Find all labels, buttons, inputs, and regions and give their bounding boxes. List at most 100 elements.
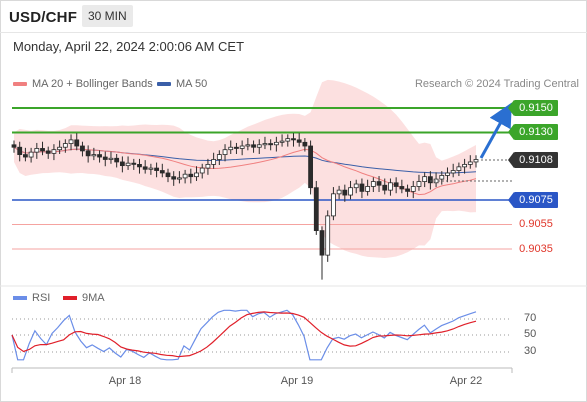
candle-body [456, 166, 462, 171]
candle-body [462, 163, 467, 168]
candle-body [279, 140, 285, 143]
candle-body [154, 167, 159, 171]
candle-body [80, 145, 85, 152]
candle-body [450, 170, 456, 174]
candle-body [348, 187, 353, 196]
rsi-ma-swatch [63, 296, 77, 301]
candle-body [125, 162, 131, 167]
candle-body [410, 186, 416, 192]
candle-body [268, 143, 274, 146]
candle-body [256, 144, 262, 148]
header-divider [0, 32, 587, 33]
candle-body [296, 139, 302, 143]
price-level-label-5: 0.9035 [519, 243, 553, 255]
timeframe-button[interactable]: 30 MIN [82, 5, 133, 27]
candle-body [319, 230, 325, 256]
candle-body [108, 157, 114, 160]
price-level-label-3: 0.9075 [508, 192, 558, 208]
rsi-level-70: 70 [524, 312, 537, 324]
candle-body [291, 138, 296, 141]
rsi-ma-label: 9MA [82, 292, 105, 304]
candle-body [473, 159, 479, 163]
candle-body [17, 146, 23, 155]
symbol-label: USD/CHF [9, 9, 78, 26]
forecast-arrow [479, 102, 512, 159]
rsi-line [11, 309, 477, 361]
ma20-label: MA 20 + Bollinger Bands [32, 78, 153, 90]
candle-body [439, 175, 445, 180]
x-label-apr19: Apr 19 [280, 375, 314, 387]
rsi-label: RSI [32, 292, 51, 304]
bollinger-band [14, 79, 476, 259]
candle-body [142, 166, 148, 170]
candle-body [245, 144, 251, 147]
chart-header: USD/CHF 30 MIN [0, 0, 587, 32]
candle-body [353, 183, 359, 189]
candle-body [467, 161, 473, 165]
x-label-apr22: Apr 22 [449, 375, 483, 387]
candle-body [376, 181, 382, 186]
candle-body [422, 176, 428, 182]
ma50-label: MA 50 [176, 78, 208, 90]
candle-body [74, 139, 80, 147]
candle-body [102, 156, 108, 160]
bollinger-fill [14, 79, 476, 259]
price-levels [12, 107, 512, 250]
candle-body [262, 143, 268, 146]
candle-body [211, 159, 217, 165]
candle-body [148, 167, 154, 170]
price-level-label-1: 0.9130 [508, 124, 558, 140]
candle-body [325, 215, 331, 256]
ma20-line [13, 146, 477, 196]
chart-datetime: Monday, April 22, 2024 2:00:06 AM CET [13, 39, 245, 54]
candle-body [119, 161, 125, 167]
candle-body [57, 146, 63, 151]
candle-body [228, 146, 234, 151]
price-level-label-2: 0.9108 [508, 152, 558, 168]
candle-body [165, 172, 171, 178]
price-level-label-0: 0.9150 [508, 100, 558, 116]
ma20-swatch [13, 82, 27, 87]
moving-averages [13, 146, 477, 196]
candle-body [91, 154, 97, 157]
ma50-swatch [157, 82, 171, 87]
candlesticks [11, 133, 479, 280]
legend-rsi-ma: 9MA [63, 292, 105, 304]
candle-body [205, 163, 211, 169]
candle-body [427, 176, 433, 184]
candle-body [388, 182, 393, 191]
candle-body [114, 157, 120, 163]
candle-body [308, 145, 313, 189]
candle-body [313, 187, 319, 232]
candle-body [399, 186, 405, 190]
candle-body [199, 167, 205, 174]
price-level-label-4: 0.9055 [519, 218, 553, 230]
candle-body [11, 144, 17, 148]
candle-body [23, 154, 28, 158]
candle-body [342, 189, 348, 196]
candle-body [382, 184, 388, 191]
candle-body [251, 144, 256, 148]
candle-body [131, 162, 137, 165]
research-credit: Research © 2024 Trading Central [414, 78, 579, 90]
rsi-ma-line [11, 311, 477, 358]
candle-body [182, 173, 188, 179]
candle-body [359, 183, 365, 192]
candle-body [171, 176, 177, 180]
candle-body [331, 193, 336, 217]
candle-body [40, 148, 45, 152]
candle-body [68, 139, 74, 144]
candle-body [234, 146, 239, 149]
candle-body [370, 181, 376, 187]
candle-body [51, 149, 57, 154]
candle-body [302, 141, 308, 147]
candle-body [405, 188, 410, 192]
legend-rsi: RSI [13, 292, 50, 304]
candle-body [177, 177, 182, 180]
x-label-apr18: Apr 18 [108, 375, 142, 387]
candle-body [393, 182, 399, 187]
candle-body [239, 145, 245, 149]
candle-body [365, 186, 371, 192]
candle-body [188, 173, 194, 178]
